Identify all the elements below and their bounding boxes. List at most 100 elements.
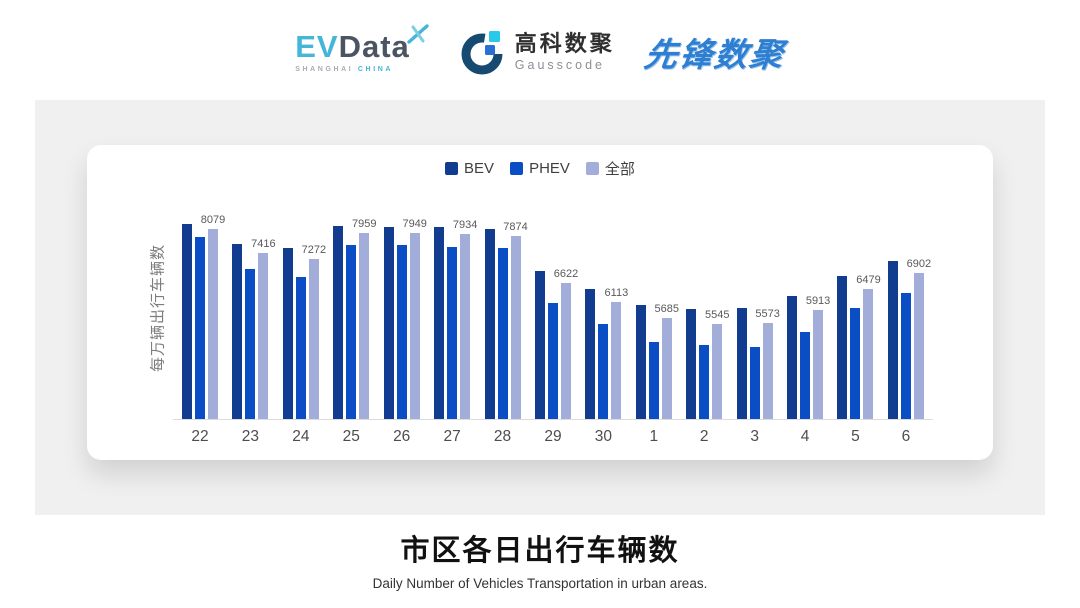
bar-phev [396, 245, 407, 419]
evdata-data-text: Data [338, 29, 410, 64]
bar-group: 5685 [635, 195, 679, 419]
bar-group: 5913 [787, 195, 830, 419]
evdata-shanghai-text: SHANGHAI [295, 66, 354, 73]
value-label: 7949 [402, 218, 427, 230]
legend-swatch-phev [510, 162, 524, 175]
bar-group: 5573 [736, 195, 780, 419]
legend-item-phev[interactable]: PHEV [510, 160, 570, 177]
bar-bev [182, 224, 192, 419]
legend-item-bev[interactable]: BEV [445, 160, 494, 177]
bar-bev [736, 308, 747, 419]
bar-bev [787, 296, 798, 419]
bar-bev [333, 226, 344, 419]
bar-all: 5545 [705, 309, 729, 419]
value-label: 6902 [906, 258, 932, 270]
chart-panel: BEV PHEV 全部 每万辆出行车辆数 8079 7416 7272 7959 7949 7… [35, 100, 1045, 515]
bar-phev [900, 293, 911, 419]
bar-group: 7272 [282, 195, 326, 419]
legend-item-all[interactable]: 全部 [585, 158, 635, 179]
value-label: 8079 [200, 214, 226, 226]
bar-group: 6622 [534, 195, 578, 419]
bar-all: 7934 [453, 219, 477, 419]
bar-group: 8079 [182, 195, 225, 419]
bar-all: 7272 [302, 244, 326, 419]
bar-all: 6902 [907, 258, 931, 419]
gausscode-g-icon [461, 31, 503, 75]
x-axis-labels: 22 23 24 25 26 27 28 29 30 1 2 3 4 5 6 [173, 428, 933, 446]
bar-group: 7874 [484, 195, 528, 419]
bar-all: 8079 [201, 214, 225, 419]
chart-title: 市区各日出行车辆数 [400, 535, 680, 567]
bar-all: 6622 [554, 268, 578, 419]
legend-label-phev: PHEV [529, 160, 570, 177]
evdata-ev-text: EV [295, 29, 339, 64]
bar-bev [686, 309, 697, 419]
bar-group: 6902 [887, 195, 931, 419]
evdata-china-text: CHINA [357, 66, 394, 73]
bar-phev [749, 347, 760, 419]
bar-group: 6113 [585, 195, 628, 419]
value-label: 7272 [301, 244, 327, 256]
legend-swatch-all [585, 162, 599, 175]
bar-all: 7959 [352, 218, 377, 419]
bar-bev [383, 227, 394, 419]
bar-phev [598, 324, 609, 419]
chart-card: BEV PHEV 全部 每万辆出行车辆数 8079 7416 7272 7959 7949 7… [87, 145, 993, 460]
legend-label-bev: BEV [464, 160, 495, 177]
x-tick-label: 26 [393, 428, 411, 445]
x-tick-label: 1 [649, 428, 659, 445]
bar-all: 5573 [755, 308, 780, 419]
value-label: 6479 [856, 274, 881, 286]
caption: 市区各日出行车辆数 Daily Number of Vehicles Trans… [0, 527, 1080, 591]
y-axis-label: 每万辆出行车辆数 [149, 243, 167, 373]
bar-all: 7949 [402, 218, 427, 419]
bar-phev [547, 303, 558, 419]
x-tick-label: 2 [699, 428, 709, 445]
value-label: 5685 [654, 303, 680, 315]
bar-bev [282, 248, 293, 419]
x-tick-label: 27 [443, 428, 461, 445]
bar-bev [887, 261, 898, 419]
gausscode-en-text: Gausscode [514, 57, 605, 72]
bar-all: 7874 [503, 221, 528, 419]
gausscode-logo: 高科数聚 Gausscode [458, 28, 615, 76]
bar-group: 7934 [434, 195, 477, 419]
bar-group: 7959 [333, 195, 377, 419]
legend-label-all: 全部 [604, 161, 635, 178]
value-label: 5545 [704, 309, 730, 321]
x-tick-label: 30 [594, 428, 612, 445]
bar-phev [245, 269, 256, 419]
bar-phev [648, 342, 659, 419]
value-label: 5573 [755, 308, 780, 320]
bar-phev [447, 247, 458, 419]
bar-all: 6113 [605, 287, 628, 419]
bar-phev [850, 308, 861, 419]
gausscode-cn-text: 高科数聚 [514, 31, 615, 57]
bar-bev [484, 229, 495, 419]
legend-swatch-bev [445, 162, 459, 175]
x-tick-label: 22 [191, 428, 209, 445]
bar-phev [295, 277, 306, 419]
bar-bev [585, 289, 596, 419]
value-label: 7934 [452, 219, 478, 231]
x-tick-label: 23 [241, 428, 260, 445]
bar-bev [635, 305, 646, 419]
bar-phev [195, 237, 205, 419]
bar-group: 6479 [837, 195, 881, 419]
evdata-x-icon [407, 24, 429, 44]
value-label: 7416 [251, 238, 276, 250]
xianfeng-logo: 先锋数聚 [641, 36, 788, 73]
bar-all: 5685 [655, 303, 679, 419]
plot-area: 8079 7416 7272 7959 7949 7934 7874 6622 6113 5685… [173, 195, 933, 420]
bar-group: 7416 [232, 195, 276, 419]
value-label: 6622 [553, 268, 579, 280]
value-label: 6113 [604, 287, 629, 299]
bar-bev [434, 227, 445, 419]
value-label: 7874 [503, 221, 528, 233]
x-tick-label: 5 [851, 428, 860, 445]
bar-group: 5545 [686, 195, 729, 419]
x-tick-label: 4 [800, 428, 810, 445]
x-tick-label: 25 [342, 428, 360, 445]
gausscode-text: 高科数聚 Gausscode [514, 31, 615, 72]
evdata-logo: EVData SHANGHAI CHINA [295, 24, 429, 73]
